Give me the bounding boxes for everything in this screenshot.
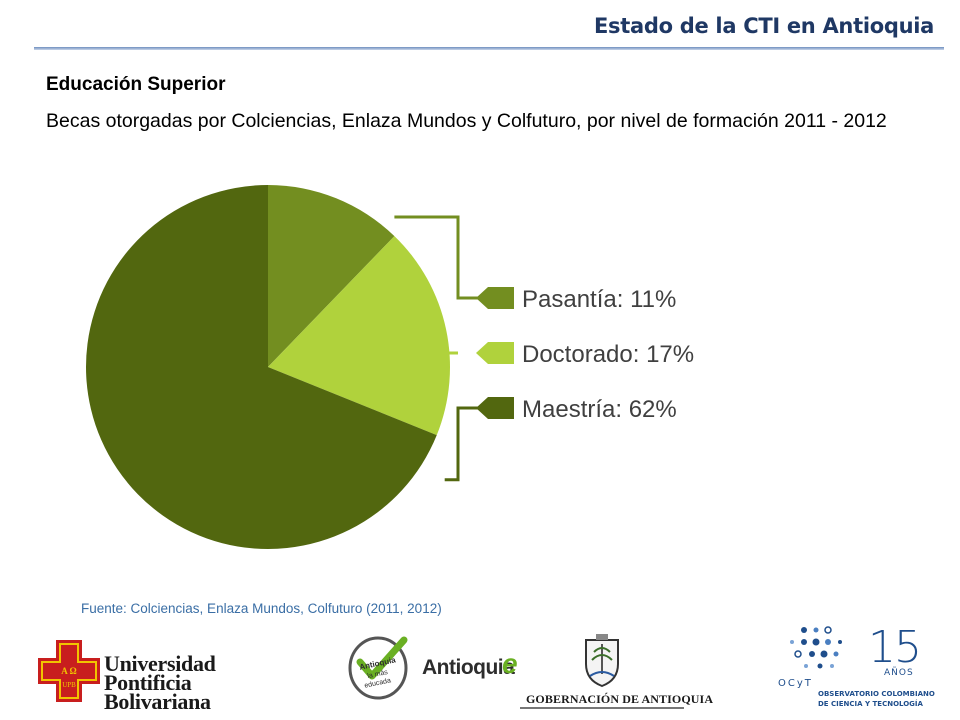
upb-wordmark: Universidad Pontificia Bolivariana	[104, 651, 216, 714]
connector-line-0	[394, 215, 484, 300]
upb-line-2: Pontificia	[104, 670, 192, 695]
ocyt-dots-icon	[790, 626, 842, 669]
antioquia-wordmark: Antioquia	[422, 656, 515, 679]
upb-line-1: Universidad	[104, 651, 216, 676]
antioquia-e-mark: e	[502, 648, 518, 679]
ocyt-anniversary-number: 15	[868, 622, 922, 673]
pie-slice-maestria	[86, 185, 437, 549]
ocyt-anos: AÑOS	[884, 668, 914, 678]
gobernacion-text: GOBERNACIÓN DE ANTIOQUIA	[526, 692, 714, 706]
antioquia-educada-logo: Antioquia la más educada Antioquia e	[346, 632, 526, 704]
upb-shield-icon: A Ω UPB	[38, 640, 100, 702]
ocyt-logo: 15 AÑOS OCyT OBSERVATORIO COLOMBIANO DE …	[776, 620, 942, 716]
upb-logo: A Ω UPB Universidad Pontificia Bolivaria…	[38, 640, 228, 714]
title-divider	[34, 47, 944, 50]
upb-line-3: Bolivariana	[104, 689, 211, 714]
pie-slice-pasantia	[268, 185, 395, 367]
legend-label-0: Pasantía: 11%	[522, 286, 676, 313]
gobernacion-logo: GOBERNACIÓN DE ANTIOQUIA	[520, 634, 713, 710]
gobernacion-underline	[520, 707, 684, 709]
ocyt-name-line-2: DE CIENCIA Y TECNOLOGÍA	[818, 700, 923, 708]
svg-text:la más: la más	[367, 669, 389, 680]
legend-label-2: Maestría: 62%	[522, 396, 677, 423]
pie-slice-doctorado	[268, 236, 451, 436]
legend-marker-0	[476, 287, 514, 309]
ocyt-name-line-1: OBSERVATORIO COLOMBIANO	[818, 690, 935, 698]
coat-of-arms-icon	[585, 634, 619, 688]
legend-marker-1	[476, 342, 514, 364]
pie-chart: Pasantía: 11% Doctorado: 17% Maestría: 62%	[86, 185, 694, 549]
legend-label-1: Doctorado: 17%	[522, 341, 694, 368]
connector-line-2	[444, 406, 484, 482]
antioquia-seal-icon: Antioquia la más educada	[348, 636, 408, 700]
chart-subtitle: Becas otorgadas por Colciencias, Enlaza …	[46, 110, 887, 132]
legend-marker-2	[476, 397, 514, 419]
page-title: Estado de la CTI en Antioquia	[594, 14, 934, 38]
section-heading: Educación Superior	[46, 74, 226, 95]
ocyt-abbreviation: OCyT	[778, 678, 813, 689]
source-note: Fuente: Colciencias, Enlaza Mundos, Colf…	[81, 601, 442, 616]
svg-text:A Ω: A Ω	[61, 666, 76, 676]
svg-text:UPB: UPB	[62, 681, 76, 689]
